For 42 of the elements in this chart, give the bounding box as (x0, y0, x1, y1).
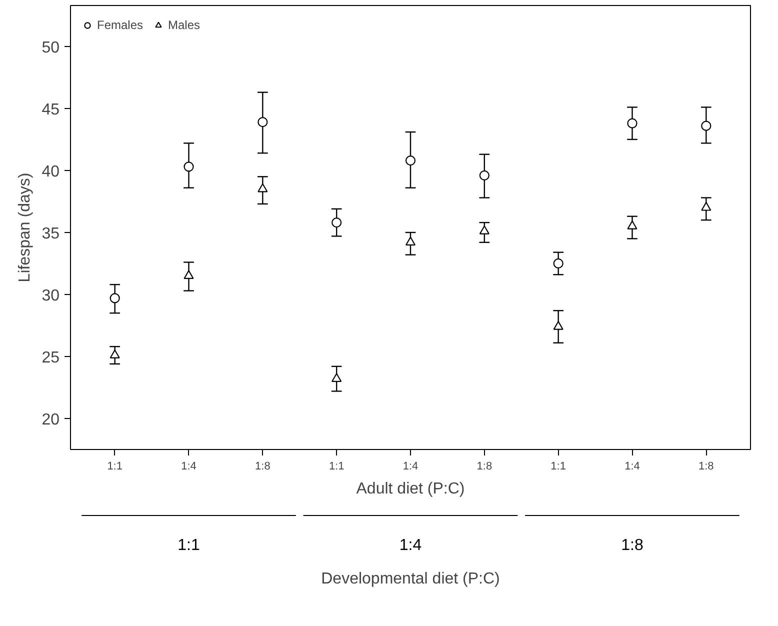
point (701, 120, 712, 131)
point (405, 155, 416, 166)
x-tick-label: 1:4 (402, 460, 418, 472)
x-tick-label: 1:1 (328, 460, 344, 472)
y-tick-label: 25 (42, 349, 60, 366)
point (627, 220, 638, 230)
point (332, 218, 342, 228)
point (701, 202, 712, 211)
point (553, 320, 564, 330)
text: 1:1 (178, 537, 200, 554)
point (553, 258, 564, 269)
point (258, 117, 268, 128)
point (627, 118, 638, 128)
point (184, 270, 194, 280)
y-axis-title: Lifespan (days) (16, 172, 34, 282)
y-tick-label: 40 (42, 163, 60, 180)
y-tick-label: 35 (42, 225, 60, 242)
x-tick-label: 1:1 (107, 460, 122, 472)
x2-axis-title: Developmental diet (P:C) (321, 570, 500, 588)
text: 1:4 (399, 537, 422, 554)
x-tick-label: 1:4 (624, 460, 640, 472)
point (479, 170, 490, 180)
y-tick-label: 20 (42, 411, 60, 428)
point (258, 183, 268, 192)
point (405, 236, 416, 246)
x-tick-label: 1:4 (181, 460, 196, 472)
legend-label: Females (97, 18, 144, 32)
y-tick-label: 30 (42, 287, 60, 304)
point (184, 162, 194, 172)
y-tick-label: 45 (42, 101, 60, 118)
point (332, 373, 342, 382)
x-axis-title: Adult diet (P:C) (356, 480, 465, 498)
legend-label: Males (168, 18, 200, 32)
x-tick-label: 1:8 (255, 460, 270, 472)
text: 1:8 (621, 537, 644, 554)
point (110, 349, 120, 358)
x-tick-label: 1:8 (476, 460, 492, 472)
x-tick-label: 1:1 (550, 460, 566, 472)
point (110, 293, 120, 304)
x-tick-label: 1:8 (698, 460, 714, 472)
point (479, 225, 490, 234)
y-tick-label: 50 (42, 39, 60, 56)
